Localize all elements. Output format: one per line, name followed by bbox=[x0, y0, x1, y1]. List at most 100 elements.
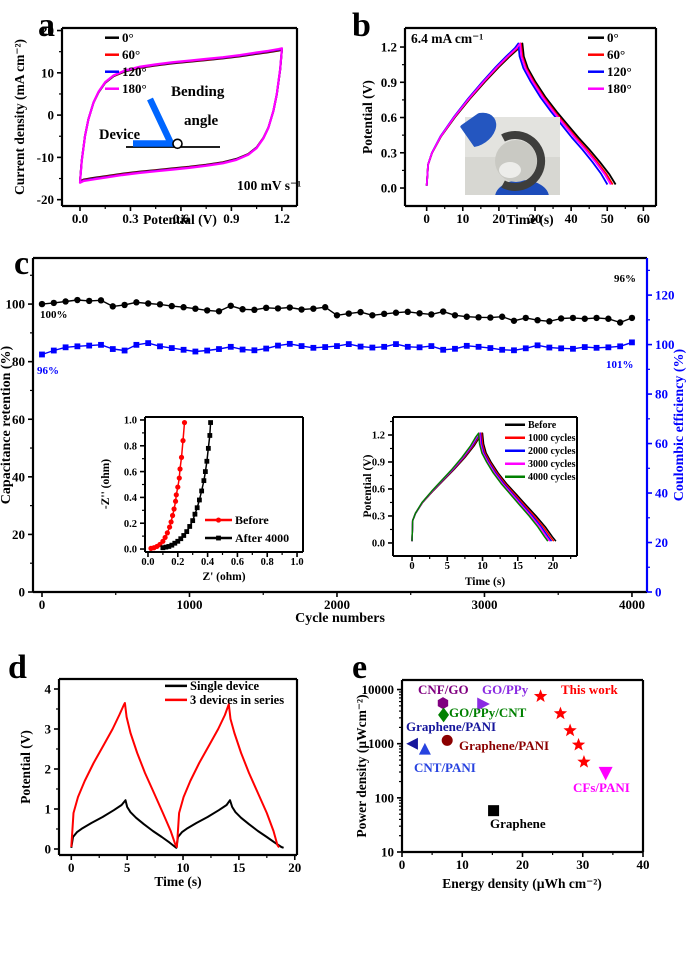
label: 1.2 bbox=[381, 40, 397, 55]
axes: 0.0 0.3 0.6 0.9 1.2 -20 -10 0 10 20 Potential (V) C… bbox=[12, 23, 299, 227]
series-group bbox=[38, 296, 636, 358]
label: 0 bbox=[409, 561, 414, 572]
label: 60° bbox=[607, 47, 625, 62]
label: 0.9 bbox=[223, 211, 240, 226]
inset-shape bbox=[172, 138, 183, 150]
label: 5 bbox=[124, 860, 131, 875]
inset-shape bbox=[501, 131, 546, 191]
label: 1.2 bbox=[372, 431, 385, 442]
label: 180° bbox=[607, 81, 632, 96]
series-efficiency bbox=[39, 339, 635, 358]
series-group bbox=[78, 47, 283, 184]
label: 0.6 bbox=[372, 485, 385, 496]
label: 40 bbox=[637, 857, 650, 872]
label: 0 bbox=[399, 857, 406, 872]
label: 1.2 bbox=[274, 211, 290, 226]
series-0- bbox=[79, 48, 283, 183]
label: Graphene bbox=[490, 816, 546, 831]
label: 0 bbox=[45, 842, 52, 857]
label: 15 bbox=[513, 561, 524, 572]
label: GO/PPy/CNT bbox=[449, 705, 527, 720]
label: 120° bbox=[122, 64, 147, 79]
label: 0.4 bbox=[124, 493, 138, 504]
label: 1000 cycles bbox=[528, 433, 576, 444]
label: b bbox=[352, 7, 371, 44]
label: Graphene/PANI bbox=[459, 738, 549, 753]
label: 20 bbox=[12, 527, 25, 542]
label: 0.3 bbox=[372, 512, 385, 523]
label: 40 bbox=[565, 211, 578, 226]
label: 0 bbox=[48, 108, 55, 123]
label: 0.3 bbox=[381, 145, 398, 160]
label: 10 bbox=[456, 857, 469, 872]
axes: 0 5 10 15 20 0.0 0.3 0.6 0.9 1.2 Time (s) Potential… bbox=[362, 416, 578, 588]
axes: 0 10 20 30 40 50 60 0.0 0.3 0.6 0.9 1.2 Time (s) Pote… bbox=[360, 26, 658, 227]
label: Potential (V) bbox=[18, 730, 33, 804]
label: 0.8 bbox=[261, 557, 274, 568]
label: 0.2 bbox=[171, 557, 184, 568]
label: 50 bbox=[601, 211, 614, 226]
label: 0.4 bbox=[201, 557, 215, 568]
label: 80 bbox=[12, 354, 25, 369]
label: Potential (V) bbox=[362, 454, 374, 517]
axes: 0 10 20 30 40 10 100 1000 10000 Energy density (µ… bbox=[354, 678, 650, 891]
label: 0.8 bbox=[124, 441, 137, 452]
series-go-ppy bbox=[477, 697, 490, 711]
label: 1000 bbox=[176, 597, 202, 612]
label: 180° bbox=[122, 81, 147, 96]
label: 1.0 bbox=[124, 416, 137, 427]
label: 0.0 bbox=[381, 181, 397, 196]
label: 10 bbox=[381, 845, 394, 860]
label: 10000 bbox=[362, 682, 395, 697]
series-group bbox=[425, 42, 617, 186]
label: 20 bbox=[548, 561, 559, 572]
label: 96% bbox=[37, 365, 59, 377]
label: 0 bbox=[39, 597, 46, 612]
label: 0.6 bbox=[124, 467, 137, 478]
label: 40 bbox=[12, 469, 25, 484]
label: Graphene/PANI bbox=[406, 719, 496, 734]
label: 1.0 bbox=[290, 557, 303, 568]
series-3-devices-in-series bbox=[70, 702, 280, 848]
series-180- bbox=[425, 42, 612, 186]
label: a bbox=[38, 7, 55, 44]
label: 2 bbox=[45, 762, 52, 777]
label: Time (s) bbox=[465, 576, 506, 588]
label: 0.0 bbox=[141, 557, 154, 568]
label: 0 bbox=[68, 860, 75, 875]
label: 10 bbox=[456, 211, 469, 226]
inset-shape bbox=[133, 97, 177, 147]
label: Current density (mA cm⁻²) bbox=[12, 39, 27, 195]
label: -20 bbox=[37, 192, 54, 207]
label: 10 bbox=[177, 860, 190, 875]
label: 60 bbox=[637, 211, 650, 226]
label: CNT/PANI bbox=[414, 760, 476, 775]
series-graphene bbox=[488, 805, 500, 817]
label: -10 bbox=[37, 150, 54, 165]
label: 0.9 bbox=[372, 458, 385, 469]
label: 20 bbox=[516, 857, 529, 872]
label: 0.6 bbox=[231, 557, 244, 568]
label: 0.6 bbox=[173, 211, 190, 226]
label: 101% bbox=[606, 359, 634, 371]
label: -Z'' (ohm) bbox=[100, 459, 112, 509]
label: Bending bbox=[171, 84, 225, 100]
label: 6.4 mA cm⁻¹ bbox=[411, 31, 483, 46]
label: 100% bbox=[40, 309, 68, 321]
series-after-4000 bbox=[160, 420, 213, 551]
label: This work bbox=[561, 682, 618, 697]
series-retention bbox=[38, 296, 636, 326]
series-this-work bbox=[533, 689, 591, 768]
label: 30 bbox=[576, 857, 589, 872]
label: 0 bbox=[423, 211, 430, 226]
label: Potential (V) bbox=[360, 80, 375, 154]
label: 60 bbox=[655, 436, 668, 451]
label: Before bbox=[235, 513, 269, 527]
series-graphene-pani bbox=[441, 734, 453, 746]
label: 0° bbox=[607, 30, 619, 45]
label: Single device bbox=[190, 679, 260, 693]
series-before bbox=[148, 419, 188, 551]
label: 0° bbox=[122, 30, 134, 45]
label: 0 bbox=[655, 585, 662, 600]
